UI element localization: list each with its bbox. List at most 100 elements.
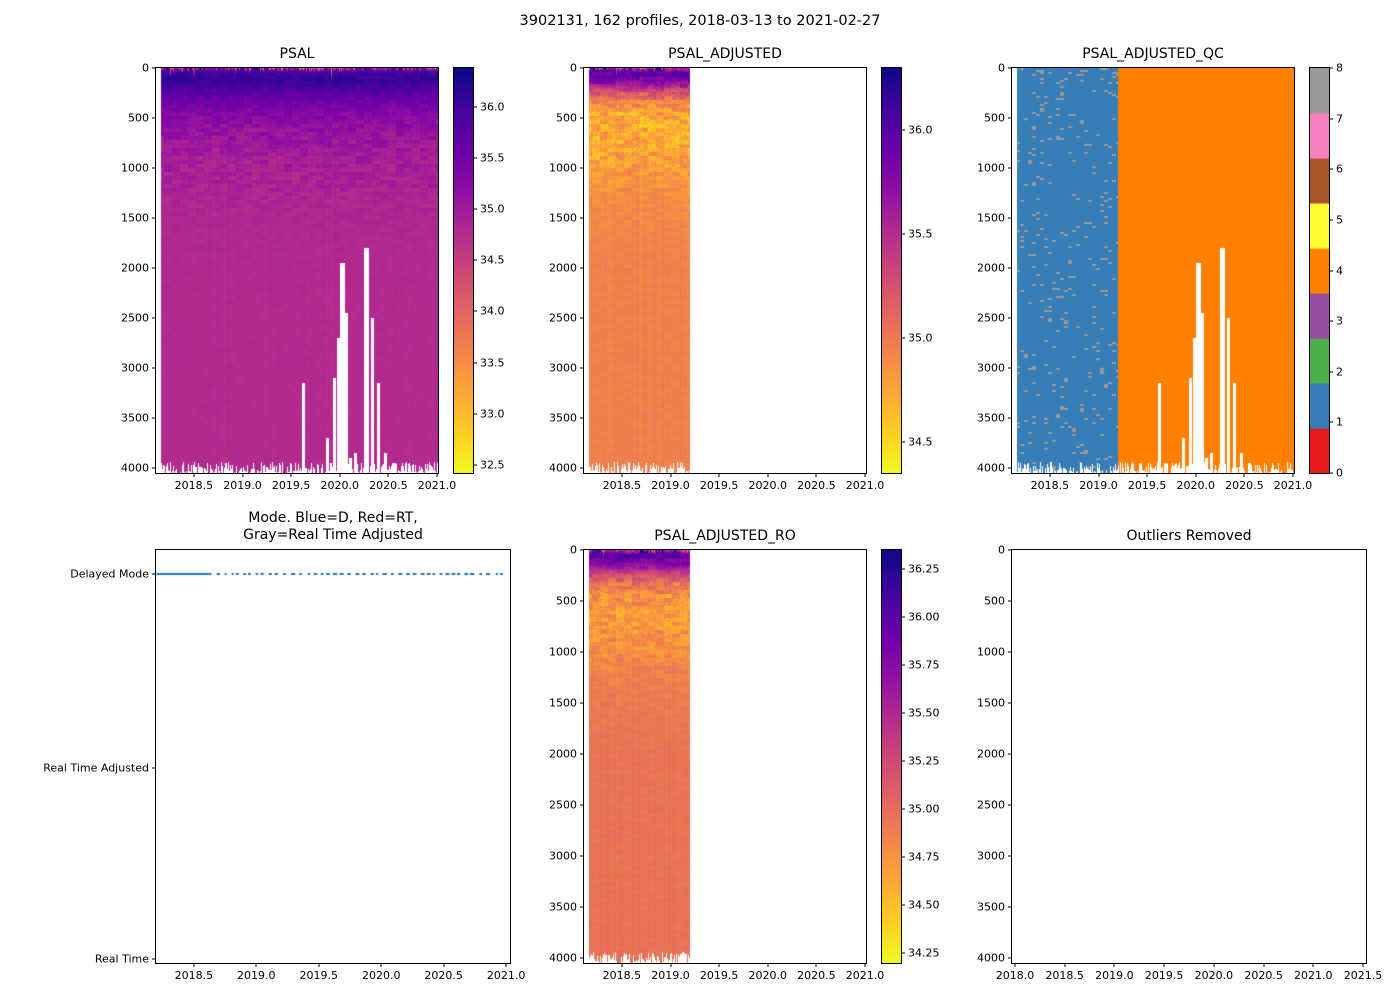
x-tick-label: 2020.0 (1176, 479, 1216, 492)
colorbar-tick-mark (473, 362, 477, 364)
y-tick-label: 2000 (977, 747, 1005, 761)
y-tick-label: 2500 (549, 311, 577, 325)
x-tick-mark (1213, 963, 1215, 967)
y-tick-mark (152, 367, 156, 369)
x-tick-label: 2020.0 (748, 969, 788, 982)
x-tick-mark (255, 963, 257, 967)
y-tick-label: 500 (984, 111, 1005, 125)
y-tick-label: 2500 (977, 798, 1005, 812)
x-tick-label: 2019.5 (1144, 969, 1184, 982)
y-tick-label: 0 (998, 543, 1005, 557)
x-tick-mark (380, 963, 382, 967)
colorbar-tick-label: 35.75 (908, 658, 940, 672)
colorbar-tick-label: 36.0 (908, 123, 933, 137)
x-tick-mark (1113, 963, 1115, 967)
colorbar-tick-label: 34.5 (480, 253, 505, 267)
y-tick-label: 1500 (977, 696, 1005, 710)
y-tick-mark (580, 467, 584, 469)
y-category-label: Delayed Mode (70, 567, 149, 581)
y-tick-mark (580, 855, 584, 857)
colorbar-tick-mark (1329, 270, 1333, 271)
y-tick-label: 0 (142, 61, 149, 75)
y-tick-label: 0 (998, 61, 1005, 75)
y-tick-mark (152, 167, 156, 169)
y-tick-label: 3000 (549, 849, 577, 863)
colorbar-tick-label: 36.0 (480, 100, 505, 114)
x-tick-mark (242, 473, 244, 477)
x-tick-mark (387, 473, 389, 477)
x-tick-mark (621, 963, 623, 967)
x-tick-mark (1098, 473, 1100, 477)
psal-adjusted-colorbar: 36.0 35.5 35.0 34.5 (881, 67, 933, 474)
y-tick-mark (580, 117, 584, 119)
panel-mode-title-line2: Gray=Real Time Adjusted (243, 527, 423, 543)
y-tick-label: 1000 (549, 645, 577, 659)
x-tick-mark (1312, 963, 1314, 967)
y-tick-mark (1008, 855, 1012, 857)
x-tick-label: 2020.5 (369, 479, 408, 492)
y-tick-mark (580, 267, 584, 269)
psal-adjusted-ro-heatmap-canvas (584, 550, 866, 963)
y-tick-mark (1008, 651, 1012, 653)
colorbar-tick-mark (901, 616, 905, 618)
y-tick-mark (580, 702, 584, 704)
colorbar-tick-label: 6 (1336, 162, 1343, 176)
y-tick-mark (580, 957, 584, 959)
x-tick-label: 2021.0 (845, 479, 885, 492)
x-tick-mark (193, 963, 195, 967)
colorbar-tick-label: 32.5 (480, 458, 505, 472)
colorbar-tick-mark (901, 808, 905, 810)
y-tick-label: 2000 (121, 261, 149, 275)
x-tick-mark (864, 473, 866, 477)
y-tick-label: 500 (556, 111, 577, 125)
colorbar-tick-mark (1329, 472, 1333, 474)
x-tick-label: 2019.5 (699, 479, 739, 492)
colorbar-tick-mark (473, 106, 477, 108)
y-tick-label: 3500 (977, 900, 1005, 914)
x-tick-label: 2021.0 (845, 969, 885, 982)
x-tick-label: 2020.0 (1194, 969, 1234, 982)
colorbar-tick-label: 34.75 (908, 850, 940, 864)
y-tick-mark (152, 958, 156, 960)
x-tick-label: 2019.5 (299, 969, 339, 982)
colorbar-tick-label: 35.00 (908, 802, 940, 816)
y-category-label: Real Time (94, 952, 149, 966)
psal-adjusted-ro-colorbar-canvas (882, 550, 901, 963)
y-tick-label: 3000 (121, 361, 149, 375)
colorbar-tick-label: 8 (1336, 61, 1343, 75)
colorbar-tick-mark (901, 337, 905, 339)
y-tick-label: 4000 (121, 461, 149, 475)
x-tick-mark (1263, 963, 1265, 967)
y-tick-mark (152, 467, 156, 469)
x-tick-label: 2018.5 (602, 969, 642, 982)
panel-mode-title-line1: Mode. Blue=D, Red=RT, (248, 510, 418, 526)
panel-outliers-removed-title: Outliers Removed (1126, 528, 1252, 544)
y-tick-mark (580, 167, 584, 169)
x-tick-mark (1163, 963, 1165, 967)
colorbar-tick-label: 36.25 (908, 562, 940, 576)
x-tick-label: 2021.5 (1343, 969, 1383, 982)
x-tick-label: 2018.5 (1030, 479, 1070, 492)
y-tick-label: 4000 (977, 951, 1005, 965)
colorbar-tick-mark (901, 904, 905, 906)
psal-adjusted-colorbar-canvas (882, 68, 901, 473)
colorbar-tick-mark (1329, 371, 1333, 373)
x-tick-mark (718, 963, 720, 967)
panel-psal-title: PSAL (279, 46, 315, 62)
x-tick-mark (443, 963, 445, 967)
x-tick-mark (1292, 473, 1294, 477)
x-tick-label: 2020.5 (424, 969, 463, 982)
mode-line-canvas (156, 550, 510, 963)
y-tick-mark (152, 767, 156, 769)
x-tick-mark (815, 963, 817, 967)
colorbar-tick-mark (901, 856, 905, 858)
y-tick-mark (1008, 217, 1012, 219)
y-tick-label: 2000 (549, 747, 577, 761)
colorbar-tick-label: 34.50 (908, 898, 940, 912)
x-tick-label: 2020.5 (797, 969, 836, 982)
colorbar-tick-mark (1329, 67, 1333, 69)
colorbar-tick-label: 33.5 (480, 356, 505, 370)
colorbar-tick-mark (1329, 118, 1333, 120)
x-tick-mark (670, 473, 672, 477)
y-tick-label: 500 (556, 594, 577, 608)
